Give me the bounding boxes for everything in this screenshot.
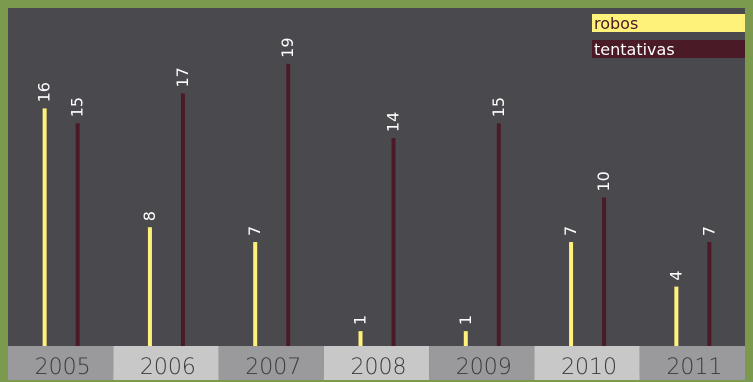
- value-label-tentativas-2011: 7: [699, 226, 718, 236]
- bar-tentativas-2005: [75, 123, 80, 346]
- value-label-robos-2008: 1: [351, 315, 370, 325]
- bar-tentativas-2007: [286, 63, 291, 346]
- bar-tentativas-2009: [496, 123, 501, 346]
- legend-label-tentativas: tentativas: [594, 40, 675, 59]
- x-axis-band: [323, 346, 430, 380]
- value-label-robos-2007: 7: [245, 226, 264, 236]
- value-label-robos-2005: 16: [35, 82, 54, 102]
- bar-robos-2007: [253, 242, 258, 346]
- value-labels: 16 15 8 17 7 19 1 14 1 15 7 10 4 7: [35, 37, 719, 325]
- value-label-robos-2009: 1: [456, 315, 475, 325]
- value-label-tentativas-2005: 15: [68, 97, 87, 117]
- x-axis-bands: [8, 346, 745, 380]
- value-label-tentativas-2009: 15: [489, 97, 508, 117]
- bar-tentativas-2010: [602, 197, 607, 346]
- bar-tentativas-2011: [707, 242, 712, 346]
- x-axis-band: [8, 346, 114, 380]
- value-label-robos-2006: 8: [140, 211, 159, 221]
- bar-tentativas-2008: [391, 138, 396, 346]
- bars: [42, 63, 712, 347]
- x-axis-band: [218, 346, 324, 380]
- value-label-tentativas-2010: 10: [594, 171, 613, 191]
- x-tick-label: 2008: [351, 355, 407, 380]
- x-tick-label: 2009: [456, 355, 512, 380]
- bar-robos-2005: [42, 108, 47, 347]
- plot-background: [8, 8, 745, 374]
- x-tick-label: 2007: [245, 355, 301, 380]
- value-label-tentativas-2006: 17: [173, 67, 192, 87]
- value-label-robos-2011: 4: [666, 270, 685, 280]
- legend-label-robos: robos: [594, 14, 638, 33]
- bar-robos-2010: [569, 242, 574, 346]
- x-tick-label: 2005: [35, 355, 91, 380]
- legend-swatch-robos: [592, 14, 745, 32]
- bar-robos-2006: [147, 227, 152, 346]
- value-label-robos-2010: 7: [561, 226, 580, 236]
- x-axis-band: [534, 346, 640, 380]
- bar-robos-2009: [463, 331, 468, 346]
- value-label-tentativas-2008: 14: [384, 112, 403, 132]
- x-axis-band: [639, 346, 745, 380]
- x-tick-label: 2011: [666, 355, 722, 380]
- bar-robos-2011: [674, 286, 679, 346]
- legend: robos tentativas: [592, 14, 745, 59]
- x-axis-band: [429, 346, 535, 380]
- x-tick-label: 2010: [561, 355, 617, 380]
- x-tick-label: 2006: [140, 355, 196, 380]
- bar-tentativas-2006: [180, 93, 185, 346]
- value-label-tentativas-2007: 19: [278, 37, 297, 57]
- x-axis-tick-labels: 2005 2006 2007 2008 2009 2010 2011: [35, 355, 723, 380]
- x-axis-band: [113, 346, 219, 380]
- legend-swatch-tentativas: [592, 40, 745, 58]
- bar-robos-2008: [358, 331, 363, 346]
